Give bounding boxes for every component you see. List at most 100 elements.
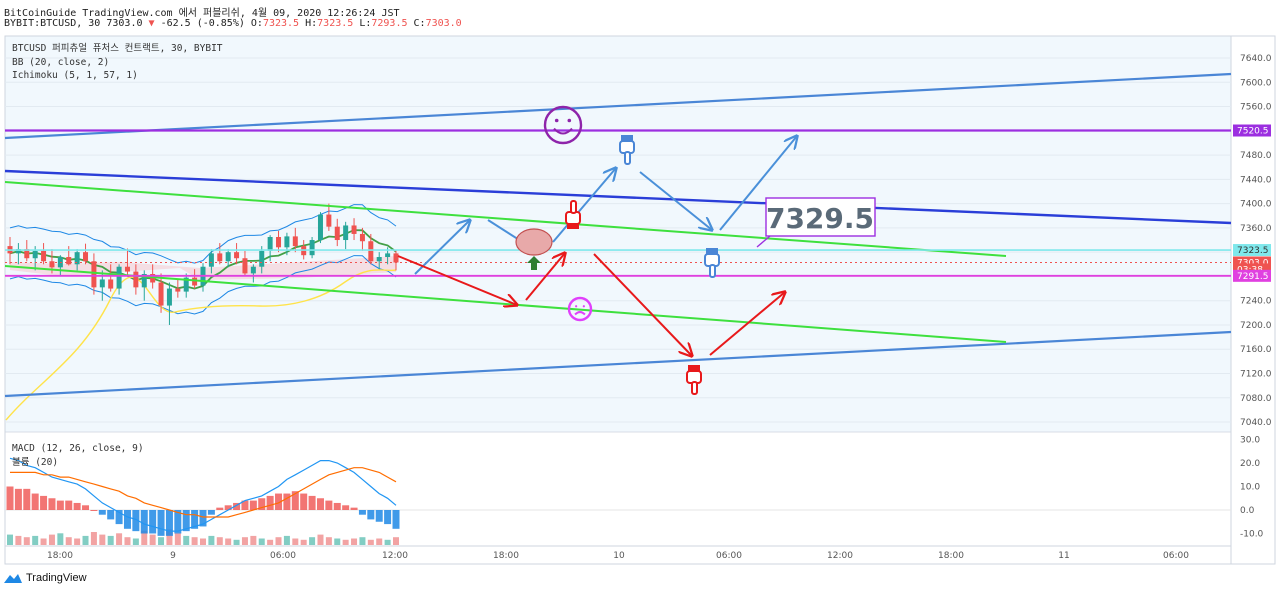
macd-histogram-bar[interactable] — [90, 510, 98, 511]
blue-forecast-arrow-4[interactable] — [639, 171, 712, 230]
macd-histogram-bar[interactable] — [224, 505, 232, 510]
candle-body[interactable] — [49, 261, 55, 268]
macd-histogram-bar[interactable] — [73, 502, 81, 510]
candle-body[interactable] — [175, 288, 181, 292]
macd-label[interactable]: MACD (12, 26, close, 9) — [12, 443, 144, 454]
candle-body[interactable] — [385, 253, 391, 258]
candle-body[interactable] — [133, 271, 139, 288]
macd-histogram-bar[interactable] — [233, 502, 241, 510]
macd-histogram-bar[interactable] — [40, 495, 48, 510]
candle-body[interactable] — [74, 252, 80, 265]
candle-body[interactable] — [66, 257, 72, 265]
macd-histogram-bar[interactable] — [140, 510, 148, 534]
blue-forecast-arrow-5[interactable] — [719, 136, 797, 231]
candle-body[interactable] — [292, 236, 298, 247]
macd-histogram-bar[interactable] — [283, 493, 291, 510]
candle-body[interactable] — [351, 225, 357, 234]
candle-body[interactable] — [234, 252, 240, 259]
macd-histogram-bar[interactable] — [300, 493, 308, 510]
macd-histogram-bar[interactable] — [241, 500, 249, 510]
macd-histogram-bar[interactable] — [392, 510, 400, 529]
candle-body[interactable] — [183, 277, 189, 292]
candle-body[interactable] — [166, 288, 172, 306]
candle-body[interactable] — [368, 241, 374, 262]
red-forecast-arrow-2[interactable] — [525, 253, 565, 301]
candle-body[interactable] — [225, 252, 231, 262]
macd-histogram-bar[interactable] — [342, 505, 350, 510]
macd-histogram-bar[interactable] — [123, 510, 131, 529]
macd-histogram-bar[interactable] — [56, 500, 64, 510]
candle-body[interactable] — [15, 249, 21, 254]
macd-histogram-bar[interactable] — [132, 510, 140, 532]
red-forecast-arrow-3[interactable] — [593, 253, 692, 356]
macd-histogram-bar[interactable] — [291, 491, 299, 510]
candle-body[interactable] — [158, 282, 164, 306]
tradingview-footer[interactable]: TradingView — [4, 572, 87, 584]
candle-body[interactable] — [116, 266, 122, 289]
volume-label[interactable]: 볼륨 (20) — [12, 456, 59, 468]
candle-body[interactable] — [326, 214, 332, 227]
blue-forecast-arrow-1[interactable] — [414, 220, 470, 275]
macd-histogram-bar[interactable] — [367, 510, 375, 520]
green-upper-line[interactable] — [4, 181, 1007, 257]
macd-pane[interactable] — [4, 431, 1232, 547]
macd-histogram-bar[interactable] — [107, 510, 115, 520]
candle-body[interactable] — [343, 225, 349, 241]
candle-body[interactable] — [208, 253, 214, 267]
candle-body[interactable] — [309, 240, 315, 256]
macd-histogram-bar[interactable] — [191, 510, 199, 529]
candle-body[interactable] — [83, 252, 89, 262]
macd-histogram-bar[interactable] — [325, 500, 333, 510]
candle-body[interactable] — [250, 266, 256, 274]
macd-histogram-bar[interactable] — [23, 488, 31, 510]
macd-histogram-bar[interactable] — [14, 488, 22, 510]
candle-body[interactable] — [217, 253, 223, 262]
blue-forecast-arrow-3[interactable] — [552, 168, 616, 243]
macd-histogram-bar[interactable] — [358, 510, 366, 515]
macd-histogram-bar[interactable] — [165, 510, 173, 536]
bb-legend[interactable]: BB (20, close, 2) — [12, 56, 110, 68]
price-label-badge[interactable] — [1233, 269, 1271, 282]
macd-histogram-bar[interactable] — [6, 486, 14, 511]
ichimoku-legend[interactable]: Ichimoku (5, 1, 57, 1) — [12, 70, 138, 81]
candle-body[interactable] — [124, 266, 130, 272]
resistance-trendline[interactable] — [4, 169, 1232, 225]
candle-body[interactable] — [24, 249, 30, 259]
candle-body[interactable] — [150, 274, 156, 283]
upper-channel-line[interactable] — [4, 72, 1232, 140]
macd-histogram-bar[interactable] — [266, 495, 274, 510]
macd-histogram-bar[interactable] — [249, 500, 257, 510]
red-forecast-arrow-1[interactable] — [397, 255, 517, 305]
candle-body[interactable] — [141, 274, 147, 288]
candle-body[interactable] — [334, 226, 340, 241]
candle-body[interactable] — [242, 258, 248, 274]
macd-histogram-bar[interactable] — [216, 507, 224, 510]
candle-body[interactable] — [32, 250, 38, 259]
macd-histogram-bar[interactable] — [207, 510, 215, 515]
candle-body[interactable] — [192, 277, 198, 286]
price-label-badge[interactable] — [1233, 124, 1271, 137]
highlight-ellipse[interactable] — [515, 228, 553, 256]
macd-histogram-bar[interactable] — [375, 510, 383, 522]
price-pane[interactable] — [4, 35, 1232, 433]
macd-histogram-bar[interactable] — [275, 493, 283, 510]
macd-histogram-bar[interactable] — [350, 507, 358, 510]
candle-body[interactable] — [108, 279, 114, 289]
macd-histogram-bar[interactable] — [182, 510, 190, 532]
candle-body[interactable] — [259, 250, 265, 267]
candle-body[interactable] — [376, 257, 382, 262]
macd-histogram-bar[interactable] — [149, 510, 157, 534]
macd-histogram-bar[interactable] — [48, 498, 56, 510]
macd-histogram-bar[interactable] — [82, 505, 90, 510]
macd-histogram-bar[interactable] — [316, 498, 324, 510]
red-forecast-arrow-4[interactable] — [709, 292, 785, 356]
candle-body[interactable] — [99, 279, 105, 288]
candle-body[interactable] — [359, 233, 365, 242]
candle-body[interactable] — [284, 236, 290, 248]
macd-histogram-bar[interactable] — [115, 510, 123, 525]
macd-histogram-bar[interactable] — [333, 502, 341, 510]
candle-body[interactable] — [317, 214, 323, 241]
candle-body[interactable] — [393, 253, 399, 263]
macd-histogram-bar[interactable] — [258, 498, 266, 510]
